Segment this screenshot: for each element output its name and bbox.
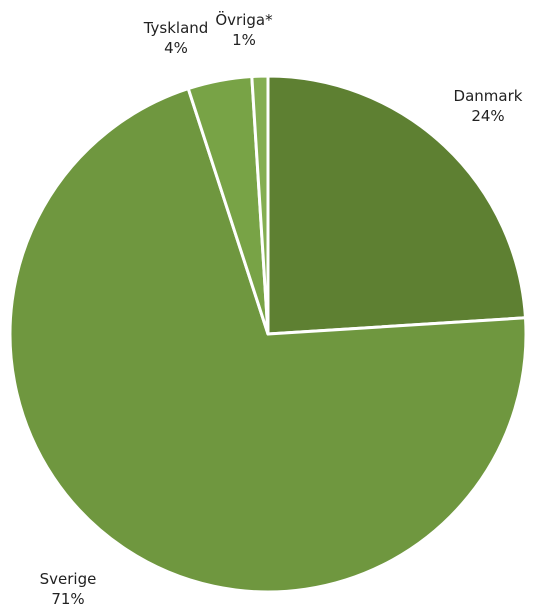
slice-label-vriga: Övriga* 1% xyxy=(215,10,273,49)
slice-label-danmark: Danmark 24% xyxy=(454,87,523,125)
slice-value-danmark: 24% xyxy=(471,107,504,125)
pie-labels: Danmark 24% Sverige 71% Tyskland 4% Övriga* 1% xyxy=(40,10,523,608)
slice-name-vriga: Övriga* xyxy=(215,10,273,29)
slice-value-sverige: 71% xyxy=(51,590,84,608)
slice-name-tyskland: Tyskland xyxy=(143,19,209,37)
slice-name-danmark: Danmark xyxy=(454,87,523,105)
slice-label-sverige: Sverige 71% xyxy=(40,570,97,608)
slice-vriga xyxy=(250,74,270,336)
slice-danmark xyxy=(266,74,527,336)
slice-sverige xyxy=(8,87,528,594)
slice-value-vriga: 1% xyxy=(232,31,256,49)
slice-label-tyskland: Tyskland 4% xyxy=(143,19,209,57)
slice-value-tyskland: 4% xyxy=(164,39,188,57)
pie-slices xyxy=(8,74,528,594)
slice-name-sverige: Sverige xyxy=(40,570,97,588)
